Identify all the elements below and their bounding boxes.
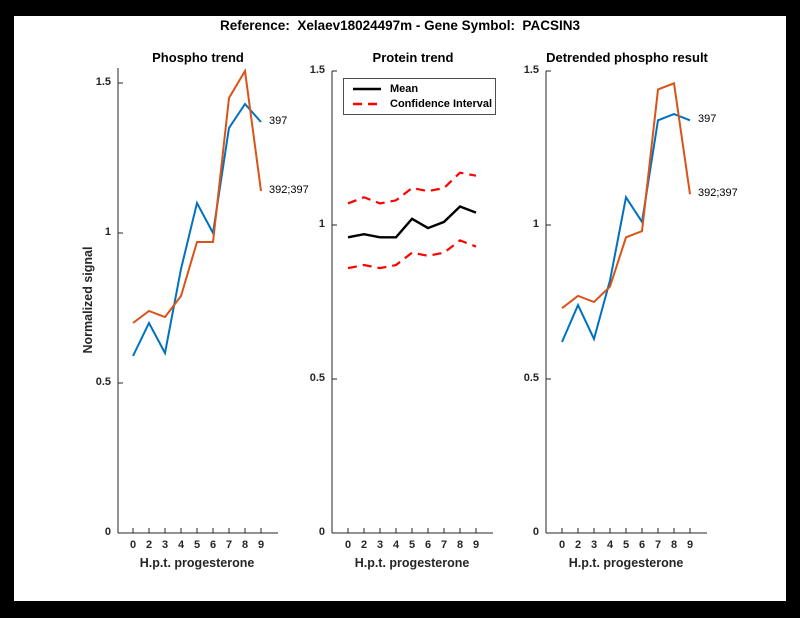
x-tick-label: 0 xyxy=(344,539,352,551)
legend-entry-mean: Mean xyxy=(352,83,495,95)
y-tick-label: 0.5 xyxy=(95,376,111,388)
x-tick-label: 9 xyxy=(257,539,265,551)
x-tick-label: 8 xyxy=(241,539,249,551)
y-tick-label: 1 xyxy=(104,226,111,238)
x-tick-label: 9 xyxy=(686,539,694,551)
x-axis-label-left: H.p.t. progesterone xyxy=(139,556,255,570)
legend-entry-confidence-interval: Confidence Interval xyxy=(352,98,495,110)
legend-label-confidence-interval: Confidence Interval xyxy=(390,97,493,110)
x-tick-label: 8 xyxy=(670,539,678,551)
x-tick-label: 2 xyxy=(145,539,153,551)
series-line-mean xyxy=(347,205,477,239)
y-tick-label: 1 xyxy=(532,218,539,230)
figure-title: Reference: Xelaev18024497m - Gene Symbol… xyxy=(220,18,580,33)
x-tick-label: 4 xyxy=(392,539,400,551)
x-axis-label-middle: H.p.t. progesterone xyxy=(354,556,470,570)
y-tick-label: 0.5 xyxy=(523,372,539,384)
x-tick-label: 7 xyxy=(440,539,448,551)
y-tick-label: 1.5 xyxy=(309,64,325,76)
x-tick-label: 8 xyxy=(456,539,464,551)
x-tick-label: 0 xyxy=(558,539,566,551)
x-tick-label: 3 xyxy=(590,539,598,551)
x-axis-label-right: H.p.t. progesterone xyxy=(568,556,684,570)
series-end-label: 397 xyxy=(698,113,717,126)
series-line-confidence-interval-lower xyxy=(347,239,477,270)
x-tick-label: 0 xyxy=(129,539,137,551)
y-axis-label: Normalized signal xyxy=(81,246,95,354)
panel-title-phospho-trend: Phospho trend xyxy=(152,50,244,65)
panel-title-detrended-phospho-result: Detrended phospho result xyxy=(546,50,708,65)
series-line-confidence-interval-upper xyxy=(347,171,477,205)
x-tick-label: 5 xyxy=(622,539,630,551)
series-line-392-397 xyxy=(132,68,262,324)
x-tick-label: 4 xyxy=(606,539,614,551)
x-tick-label: 2 xyxy=(574,539,582,551)
y-tick-label: 0 xyxy=(104,526,111,538)
dashed-line-sample-icon xyxy=(353,102,381,105)
series-line-397 xyxy=(132,102,262,357)
legend: Mean Confidence Interval xyxy=(343,78,496,115)
y-tick-label: 1 xyxy=(318,218,325,230)
series-end-label: 392;397 xyxy=(698,187,738,200)
series-line-392-397 xyxy=(561,81,691,309)
x-tick-label: 2 xyxy=(360,539,368,551)
legend-label-mean: Mean xyxy=(390,83,419,96)
x-tick-label: 7 xyxy=(225,539,233,551)
x-tick-label: 7 xyxy=(654,539,662,551)
y-tick-label: 1.5 xyxy=(95,76,111,88)
x-tick-label: 6 xyxy=(424,539,432,551)
y-tick-label: 0 xyxy=(532,526,539,538)
x-tick-label: 3 xyxy=(161,539,169,551)
x-tick-label: 5 xyxy=(193,539,201,551)
x-tick-label: 6 xyxy=(209,539,217,551)
x-tick-label: 3 xyxy=(376,539,384,551)
x-tick-label: 5 xyxy=(408,539,416,551)
x-tick-label: 6 xyxy=(638,539,646,551)
mean-line-sample-icon xyxy=(353,88,381,91)
y-tick-label: 0 xyxy=(318,526,325,538)
series-end-label: 397 xyxy=(269,115,288,127)
x-tick-label: 4 xyxy=(177,539,185,551)
series-end-label: 392;397 xyxy=(269,184,309,196)
y-tick-label: 0.5 xyxy=(309,372,325,384)
series-line-397 xyxy=(561,113,691,343)
y-tick-label: 1.5 xyxy=(523,64,539,76)
panel-title-protein-trend: Protein trend xyxy=(372,50,454,65)
x-tick-label: 9 xyxy=(472,539,480,551)
